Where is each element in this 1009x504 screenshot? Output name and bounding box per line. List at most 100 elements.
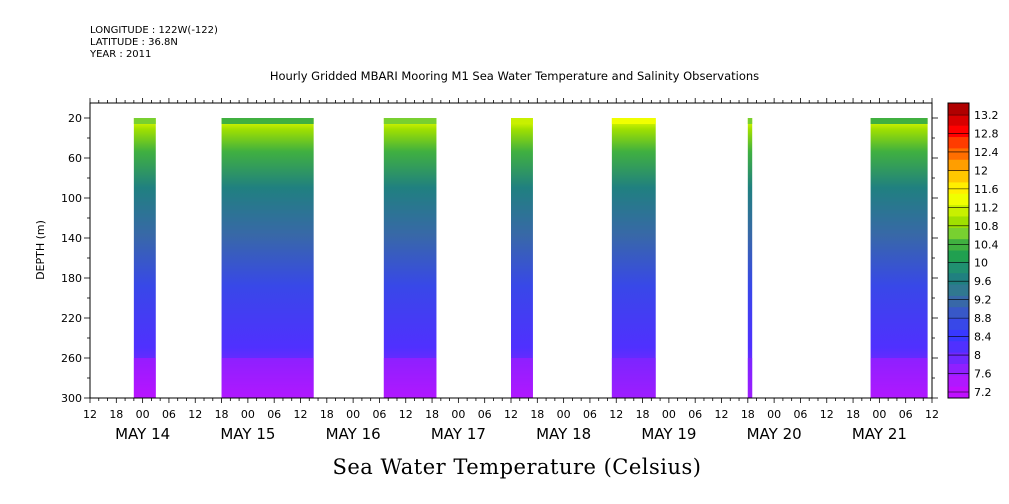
chart-title: Hourly Gridded MBARI Mooring M1 Sea Wate… — [269, 69, 760, 83]
colorbar-swatch — [948, 375, 969, 388]
y-axis-label: DEPTH (m) — [34, 220, 47, 280]
segment-bottom — [747, 358, 753, 398]
colorbar-swatch — [948, 171, 969, 183]
colorbar-swatch — [948, 341, 969, 354]
x-hour-tick-label: 12 — [188, 408, 202, 421]
y-tick-label: 220 — [61, 312, 82, 325]
colorbar-swatch — [948, 295, 969, 308]
x-hour-tick-label: 18 — [530, 408, 544, 421]
colorbar-swatch — [948, 227, 969, 240]
x-hour-tick-label: 18 — [320, 408, 334, 421]
x-hour-tick-label: 06 — [583, 408, 597, 421]
x-hour-tick-label: 12 — [925, 408, 939, 421]
colorbar-label: 10.4 — [974, 238, 999, 251]
segment-surface — [870, 118, 928, 124]
segment-bottom — [133, 358, 156, 398]
y-tick-label: 300 — [61, 392, 82, 405]
x-tick-labels: 12 18 00 06 12 18 00 06 12 18 00 06 12 18 00 06 12 18 00 06… — [83, 408, 939, 443]
x-day-label: MAY 15 — [220, 425, 275, 443]
colorbar-label: 8.8 — [974, 312, 992, 325]
segment-bottom — [221, 358, 314, 398]
x-day-label: MAY 16 — [326, 425, 381, 443]
segment-surface — [383, 118, 437, 124]
x-hour-tick-label: 00 — [557, 408, 571, 421]
x-hour-tick-label: 06 — [688, 408, 702, 421]
segment-profile — [611, 118, 656, 398]
colorbar-swatch — [948, 250, 969, 263]
segment-profile — [383, 118, 437, 398]
x-hour-tick-label: 18 — [846, 408, 860, 421]
colorbar-swatch — [948, 318, 969, 331]
colorbar-label: 10.8 — [974, 220, 999, 233]
colorbar-label: 12.8 — [974, 127, 999, 140]
colorbar-label: 10 — [974, 257, 988, 270]
x-hour-tick-label: 12 — [399, 408, 413, 421]
colorbar-swatch — [948, 103, 969, 115]
segment-bottom — [611, 358, 656, 398]
colorbar-label: 9.6 — [974, 275, 992, 288]
colorbar-swatch — [948, 284, 969, 297]
data-segment — [133, 118, 156, 398]
colorbar-swatch — [948, 205, 969, 217]
y-tick-labels: 20 60 100 140 180 220 260 300 — [61, 112, 82, 405]
x-hour-tick-label: 06 — [899, 408, 913, 421]
colorbar-swatch — [948, 261, 969, 274]
x-day-label: MAY 18 — [536, 425, 591, 443]
plot-data-layer — [133, 118, 928, 398]
plot-axes — [84, 98, 938, 403]
colorbar-label: 11.6 — [974, 183, 999, 196]
colorbar-swatch — [948, 352, 969, 365]
colorbar-swatch — [948, 273, 969, 286]
variable-title: Sea Water Temperature (Celsius) — [332, 455, 702, 479]
colorbar-label: 12 — [974, 164, 988, 177]
x-hour-tick-label: 18 — [741, 408, 755, 421]
year-label: YEAR : 2011 — [90, 49, 152, 60]
colorbar-swatch — [948, 386, 969, 399]
y-tick-label: 180 — [61, 272, 82, 285]
colorbar: 13.2 12.8 12.4 12 11.6 11.2 10.8 10.4 10 9.6 9.2 8.… — [947, 102, 999, 399]
segment-bottom — [870, 358, 928, 398]
segment-profile — [511, 118, 533, 398]
segment-profile — [221, 118, 314, 398]
segment-surface — [747, 118, 753, 124]
longitude-label: LONGITUDE : 122W(-122) — [90, 25, 218, 36]
segment-surface — [133, 118, 156, 124]
colorbar-swatch — [948, 159, 969, 172]
colorbar-label: 7.6 — [974, 368, 992, 381]
segment-bottom — [511, 358, 533, 398]
colorbar-swatch — [948, 216, 969, 229]
data-segment — [870, 118, 928, 398]
segment-bottom — [383, 358, 437, 398]
colorbar-swatch — [948, 239, 969, 251]
x-hour-tick-label: 06 — [372, 408, 386, 421]
colorbar-swatch — [948, 114, 969, 127]
y-tick-label: 140 — [61, 232, 82, 245]
colorbar-swatch — [948, 363, 969, 376]
colorbar-label: 8.4 — [974, 331, 992, 344]
y-tick-label: 100 — [61, 192, 82, 205]
colorbar-label: 7.2 — [974, 386, 992, 399]
data-segment — [611, 118, 656, 398]
segment-profile — [133, 118, 156, 398]
y-tick-label: 260 — [61, 352, 82, 365]
x-hour-tick-label: 00 — [241, 408, 255, 421]
x-hour-tick-label: 18 — [425, 408, 439, 421]
colorbar-label: 8 — [974, 349, 981, 362]
data-segment — [747, 118, 753, 398]
x-hour-tick-label: 12 — [820, 408, 834, 421]
x-hour-tick-label: 18 — [215, 408, 229, 421]
latitude-label: LATITUDE : 36.8N — [90, 37, 178, 48]
colorbar-frame — [947, 102, 970, 399]
colorbar-swatch — [948, 329, 969, 342]
colorbar-swatch — [948, 182, 969, 195]
colorbar-swatch — [948, 307, 969, 320]
x-hour-tick-label: 06 — [793, 408, 807, 421]
x-day-label: MAY 14 — [115, 425, 170, 443]
x-hour-tick-label: 00 — [872, 408, 886, 421]
y-tick-label: 20 — [68, 112, 82, 125]
colorbar-label: 9.2 — [974, 294, 992, 307]
x-hour-tick-label: 12 — [83, 408, 97, 421]
colorbar-label: 12.4 — [974, 146, 999, 159]
segment-surface — [611, 118, 656, 124]
